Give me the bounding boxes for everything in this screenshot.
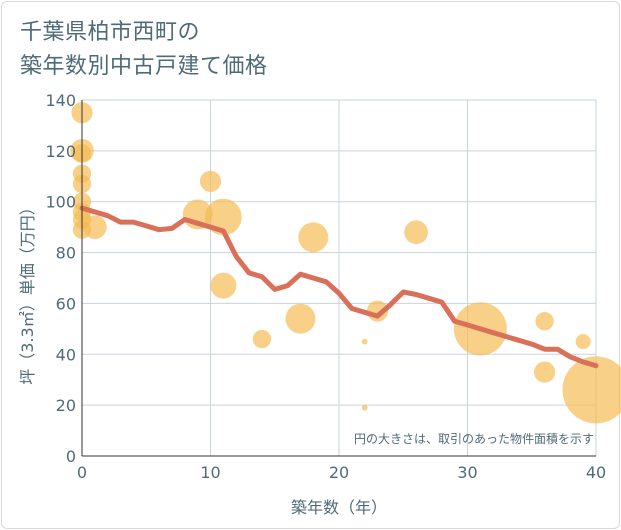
bubble-series <box>70 102 621 424</box>
bubble-point <box>535 312 554 331</box>
bubble-point <box>252 329 272 349</box>
bubble-point <box>361 338 368 345</box>
axes <box>81 100 596 457</box>
y-tick-label: 100 <box>45 193 76 212</box>
bubble-point <box>298 222 329 253</box>
bubble-point <box>575 334 591 350</box>
bubble-point <box>361 404 368 411</box>
bubble-point <box>285 303 316 334</box>
x-axis-label: 築年数（年） <box>291 498 387 517</box>
bubble-point <box>562 356 621 424</box>
grid-lines <box>82 100 596 456</box>
bubble-point <box>210 272 237 299</box>
y-axis-label: 坪（3.3㎡）単価（万円） <box>18 199 37 384</box>
y-tick-label: 120 <box>45 142 76 161</box>
x-tick-label: 0 <box>77 463 87 482</box>
y-tick-labels: 0 20 40 60 80 100 120 140 <box>45 91 76 466</box>
x-tick-label: 40 <box>586 463 606 482</box>
average-price-line <box>79 205 599 369</box>
bubble-point <box>404 220 428 245</box>
y-tick-label: 140 <box>45 91 76 110</box>
bubble-point <box>534 361 556 383</box>
x-tick-labels: 0 10 20 30 40 <box>77 463 606 482</box>
bubble-size-note: 円の大きさは、取引のあった物件面積を示す <box>354 431 594 446</box>
y-tick-label: 40 <box>56 345 76 364</box>
x-tick-label: 10 <box>200 463 220 482</box>
chart-title: 千葉県柏市西町の 築年数別中古戸建て価格 <box>20 20 268 79</box>
bubble-point <box>199 170 222 192</box>
y-tick-label: 80 <box>56 244 76 263</box>
y-tick-label: 0 <box>66 447 76 466</box>
bubble-point <box>82 215 107 239</box>
x-tick-label: 20 <box>329 463 349 482</box>
y-tick-label: 60 <box>56 294 76 313</box>
x-tick-label: 30 <box>457 463 477 482</box>
average-line-series <box>79 205 599 369</box>
y-tick-label: 20 <box>56 396 76 415</box>
